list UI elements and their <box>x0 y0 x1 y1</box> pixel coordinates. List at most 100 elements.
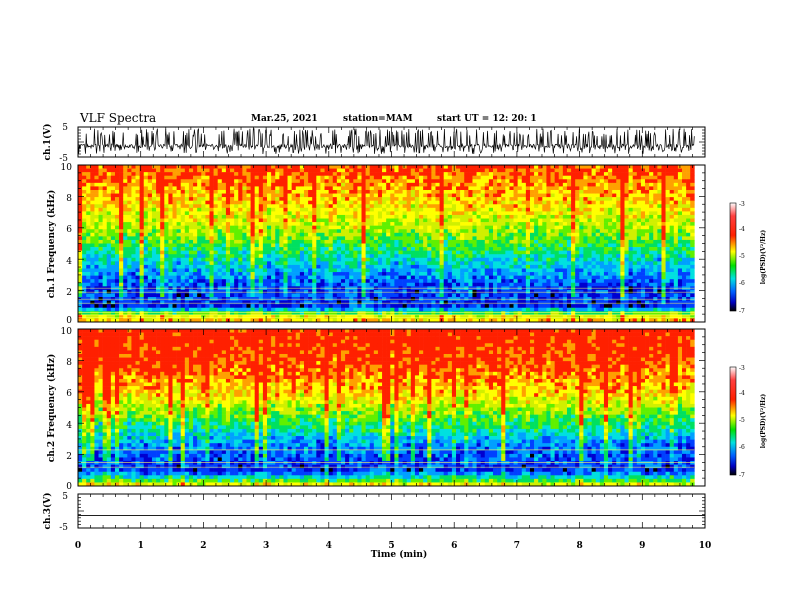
spectrogram-cell <box>402 229 408 234</box>
spectrogram-cell <box>180 261 186 266</box>
spectrogram-cell <box>242 257 247 262</box>
spectrogram-cell <box>501 172 506 177</box>
spectrogram-cell <box>238 307 243 312</box>
spectrogram-cell <box>151 282 157 287</box>
spectrogram-cell <box>143 314 149 319</box>
spectrogram-cell <box>246 268 251 273</box>
spectrogram-cell <box>127 211 132 216</box>
spectrogram-cell <box>419 243 424 248</box>
spectrogram-cell <box>254 257 260 262</box>
spectrogram-cell <box>110 282 116 287</box>
spectrogram-cell <box>156 243 161 248</box>
spectrogram-cell <box>349 204 354 209</box>
spectrogram-cell <box>447 207 453 212</box>
spectrogram-cell <box>147 261 153 266</box>
spectrogram-cell <box>480 264 486 269</box>
spectrogram-cell <box>209 204 214 209</box>
spectrogram-cell <box>369 225 375 230</box>
spectrogram-cell <box>156 165 161 169</box>
spectrogram-cell <box>320 172 325 177</box>
spectrogram-cell <box>447 229 453 234</box>
spectrogram-cell <box>340 314 346 319</box>
spectrogram-cell <box>98 172 103 177</box>
spectrogram-cell <box>234 261 239 266</box>
spectrogram-cell <box>513 293 518 298</box>
spectrogram-cell <box>456 293 461 298</box>
spectrogram-cell <box>184 214 190 219</box>
spectrogram-cell <box>505 261 510 266</box>
spectrogram-cell <box>402 261 408 266</box>
spectrogram-cell <box>419 282 424 287</box>
spectrogram-cell <box>188 222 194 226</box>
spectrogram-cell <box>464 282 469 287</box>
spectrogram-cell <box>373 261 379 266</box>
spectrogram-cell <box>509 225 514 230</box>
spectrogram-cell <box>521 165 527 169</box>
spectrogram-cell <box>135 257 140 262</box>
spectrogram-cell <box>98 293 103 298</box>
spectrogram-cell <box>119 218 124 223</box>
spectrogram-cell <box>119 172 124 177</box>
spectrogram-cell <box>497 214 502 219</box>
spectrogram-cell <box>451 175 457 180</box>
spectrogram-cell <box>480 207 486 212</box>
spectrogram-cell <box>349 218 354 223</box>
spectrogram-cell <box>476 172 481 177</box>
spectrogram-cell <box>423 232 428 237</box>
spectrogram-cell <box>443 275 449 280</box>
spectrogram-cell <box>131 186 136 191</box>
spectrogram-cell <box>394 222 399 226</box>
spectrogram-cell <box>98 318 103 323</box>
spectrogram-cell <box>513 236 518 241</box>
spectrogram-cell <box>295 275 301 280</box>
spectrogram-cell <box>312 193 317 198</box>
spectrogram-cell <box>94 279 99 284</box>
spectrogram-cell <box>435 314 440 319</box>
spectrogram-cell <box>184 239 190 244</box>
spectrogram-cell <box>488 207 494 212</box>
spectrogram-cell <box>460 204 465 209</box>
spectrogram-cell <box>246 257 251 262</box>
spectrogram-cell <box>468 207 473 212</box>
spectrogram-cell <box>509 293 514 298</box>
spectrogram-cell <box>127 236 132 241</box>
spectrogram-cell <box>521 304 527 309</box>
spectrogram-cell <box>283 261 288 266</box>
spectrogram-cell <box>106 236 112 241</box>
spectrogram-cell <box>505 307 510 312</box>
spectrogram-cell <box>353 211 358 216</box>
spectrogram-cell <box>361 239 366 244</box>
spectrogram-cell <box>439 211 444 216</box>
spectrogram-cell <box>365 268 371 273</box>
spectrogram-cell <box>110 257 116 262</box>
spectrogram-cell <box>217 254 223 259</box>
spectrogram-cell <box>188 243 194 248</box>
spectrogram-cell <box>345 214 350 219</box>
spectrogram-cell <box>188 232 194 237</box>
spectrogram-cell <box>234 275 239 280</box>
spectrogram-cell <box>119 307 124 312</box>
spectrogram-cell <box>205 250 210 255</box>
spectrogram-cell <box>135 182 140 187</box>
spectrogram-cell <box>427 193 432 198</box>
spectrogram-cell <box>443 225 449 230</box>
spectrogram-cell <box>513 207 518 212</box>
spectrogram-cell <box>291 282 297 287</box>
spectrogram-cell <box>406 268 412 273</box>
spectrogram-cell <box>127 314 132 319</box>
spectrogram-cell <box>472 318 477 323</box>
spectrogram-cell <box>205 239 210 244</box>
spectrogram-cell <box>230 264 235 269</box>
spectrogram-cell <box>119 165 124 169</box>
spectrogram-cell <box>345 211 350 216</box>
spectrogram-cell <box>398 200 403 205</box>
spectrogram-cell <box>225 239 231 244</box>
spectrogram-cell <box>156 189 161 194</box>
spectrogram-cell <box>365 311 371 316</box>
spectrogram-cell <box>230 311 235 316</box>
spectrogram-cell <box>114 304 120 309</box>
spectrogram-cell <box>275 182 280 187</box>
spectrogram-cell <box>172 257 177 262</box>
spectrogram-cell <box>369 182 375 187</box>
spectrogram-cell <box>205 225 210 230</box>
